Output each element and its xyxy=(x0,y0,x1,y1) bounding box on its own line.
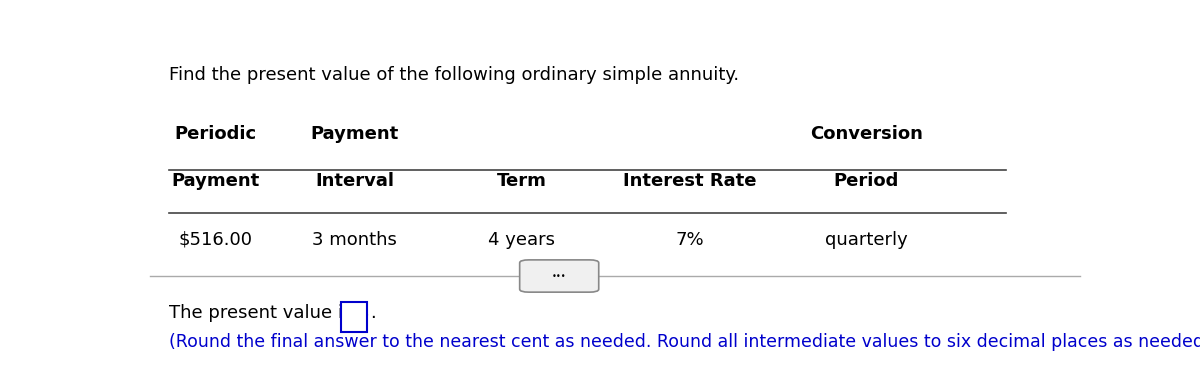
Text: 7%: 7% xyxy=(676,231,703,248)
Text: Conversion: Conversion xyxy=(810,125,923,143)
Text: (Round the final answer to the nearest cent as needed. Round all intermediate va: (Round the final answer to the nearest c… xyxy=(168,333,1200,351)
Text: $516.00: $516.00 xyxy=(178,231,252,248)
FancyBboxPatch shape xyxy=(341,303,367,332)
Text: Term: Term xyxy=(497,172,547,190)
Text: •••: ••• xyxy=(552,272,566,280)
Text: Find the present value of the following ordinary simple annuity.: Find the present value of the following … xyxy=(168,66,739,84)
Text: Interest Rate: Interest Rate xyxy=(623,172,756,190)
Text: The present value is $: The present value is $ xyxy=(168,304,370,322)
Text: 4 years: 4 years xyxy=(488,231,556,248)
Text: Interval: Interval xyxy=(316,172,394,190)
Text: 3 months: 3 months xyxy=(312,231,397,248)
Text: Payment: Payment xyxy=(170,172,259,190)
Text: Periodic: Periodic xyxy=(174,125,256,143)
Text: Payment: Payment xyxy=(311,125,398,143)
FancyBboxPatch shape xyxy=(520,260,599,292)
Text: quarterly: quarterly xyxy=(824,231,907,248)
Text: Period: Period xyxy=(834,172,899,190)
Text: .: . xyxy=(371,304,376,322)
